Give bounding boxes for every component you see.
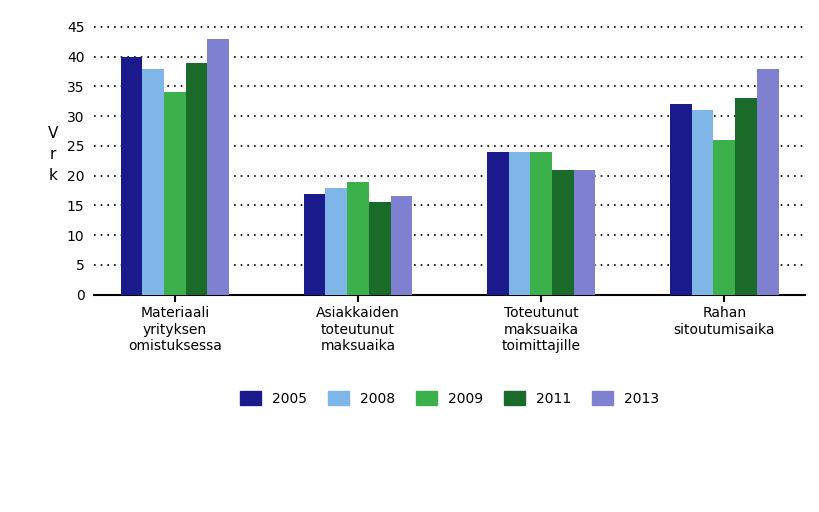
Bar bbox=[691, 110, 713, 295]
Y-axis label: V
r
k: V r k bbox=[48, 126, 58, 183]
Bar bbox=[508, 152, 530, 295]
Bar bbox=[486, 152, 508, 295]
Bar bbox=[143, 69, 164, 295]
Bar bbox=[735, 98, 756, 295]
Bar bbox=[303, 194, 325, 295]
Bar bbox=[551, 169, 573, 295]
Bar bbox=[573, 169, 595, 295]
Bar bbox=[713, 140, 735, 295]
Bar bbox=[207, 39, 229, 295]
Bar bbox=[390, 197, 412, 295]
Legend: 2005, 2008, 2009, 2011, 2013: 2005, 2008, 2009, 2011, 2013 bbox=[234, 386, 663, 412]
Bar bbox=[369, 202, 390, 295]
Bar bbox=[186, 62, 207, 295]
Bar bbox=[530, 152, 551, 295]
Bar bbox=[120, 57, 143, 295]
Bar bbox=[164, 92, 186, 295]
Bar bbox=[346, 182, 369, 295]
Bar bbox=[756, 69, 777, 295]
Bar bbox=[669, 104, 691, 295]
Bar bbox=[325, 187, 346, 295]
